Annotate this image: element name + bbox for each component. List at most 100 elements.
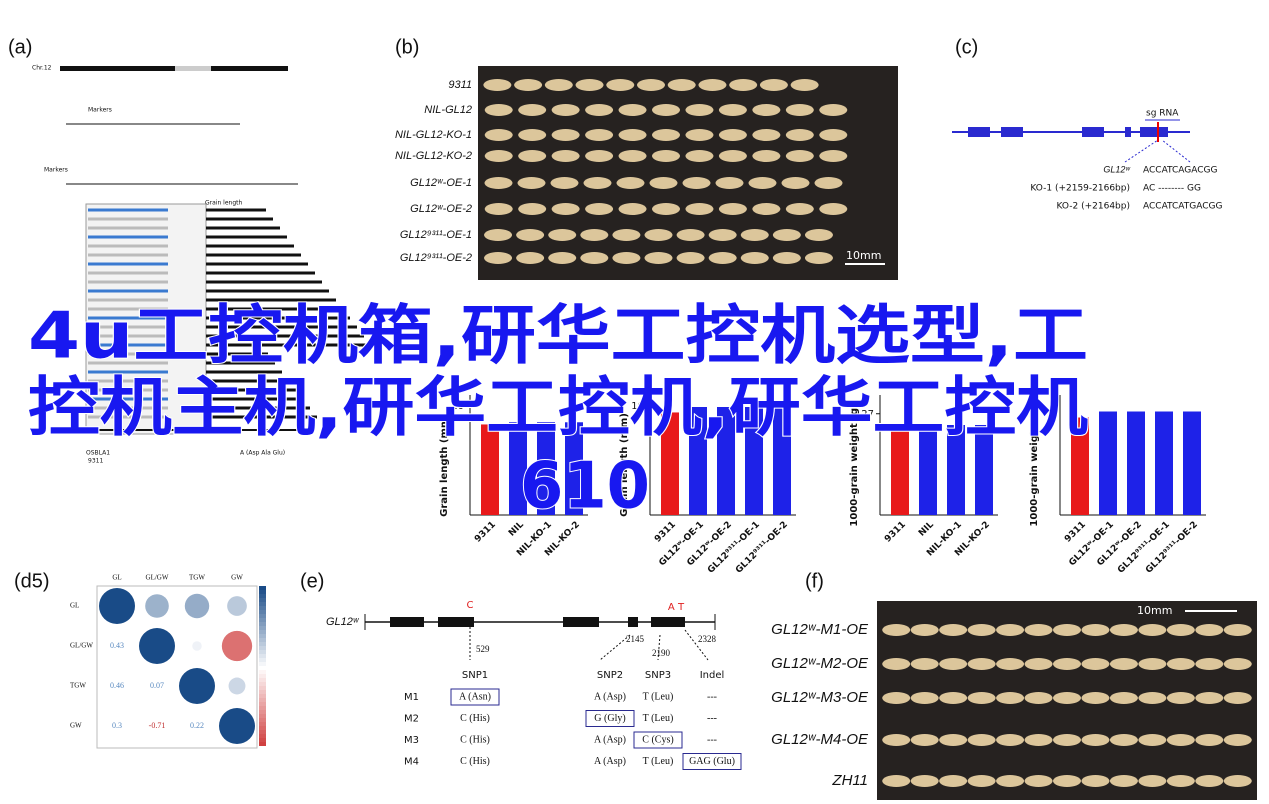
grain — [1024, 734, 1053, 746]
grain — [708, 229, 737, 241]
row-label: GL12ʷ-M3-OE — [771, 689, 869, 706]
grain — [718, 129, 747, 141]
grain — [550, 177, 579, 189]
grain — [1024, 692, 1053, 704]
grain — [1195, 692, 1224, 704]
grain — [685, 203, 714, 215]
grain — [1195, 775, 1224, 787]
col-label: GW — [231, 574, 243, 582]
bar — [509, 422, 527, 515]
grain — [548, 252, 577, 264]
panel-label: (c) — [955, 36, 978, 58]
colorbar — [259, 706, 266, 710]
grain — [548, 229, 577, 241]
sequence: AC -------- GG — [1143, 184, 1201, 194]
mutation: A T — [668, 602, 685, 613]
position: 2328 — [698, 634, 717, 644]
grain — [1166, 775, 1195, 787]
grain — [785, 150, 814, 162]
grain — [718, 203, 747, 215]
gene-model-e — [364, 614, 716, 630]
grain — [551, 129, 580, 141]
grain — [484, 252, 513, 264]
row-name: GL12ʷ — [1103, 164, 1131, 174]
colorbar — [259, 602, 266, 606]
colorbar — [259, 654, 266, 658]
y-axis-label: Grain length (mm) — [439, 413, 450, 517]
colorbar — [259, 682, 266, 686]
grain — [1081, 692, 1110, 704]
corr-circle — [228, 677, 246, 695]
grain — [752, 104, 781, 116]
row-label: GL12ʷ-M2-OE — [771, 655, 869, 672]
highlight-box — [682, 753, 742, 770]
grain — [1195, 624, 1224, 636]
grain — [551, 150, 580, 162]
grain — [1138, 734, 1167, 746]
grain — [585, 150, 614, 162]
overlay-title: 610 — [520, 450, 650, 524]
colorbar — [259, 614, 266, 618]
grain — [740, 252, 769, 264]
corr-circle — [99, 588, 135, 624]
colorbar — [259, 622, 266, 626]
grain — [996, 734, 1025, 746]
row-label: GL12⁹³¹¹-OE-2 — [400, 252, 472, 264]
cell: --- — [707, 691, 717, 702]
grain — [1166, 658, 1195, 670]
grain — [544, 79, 573, 91]
row-label: GL/GW — [70, 642, 93, 650]
colorbar — [259, 662, 266, 666]
grain — [483, 79, 512, 91]
y-axis-label: Grain length (mm) — [619, 413, 630, 517]
cell: A (Asp) — [594, 756, 626, 767]
grain — [644, 229, 673, 241]
grain — [939, 692, 968, 704]
panel-label: (d5) — [14, 570, 50, 592]
grain — [1053, 734, 1081, 746]
bar — [947, 425, 965, 515]
grain — [996, 692, 1025, 704]
cell: A (Asp) — [594, 734, 626, 745]
colorbar — [259, 742, 266, 746]
grain — [637, 79, 665, 91]
bar — [1183, 411, 1201, 515]
colorbar — [259, 642, 266, 646]
sequence: ACCATCAGACGG — [1143, 166, 1218, 176]
grain — [819, 104, 848, 116]
grain — [652, 129, 680, 141]
grain — [514, 79, 543, 91]
y-tick-label: 10 — [631, 401, 644, 412]
grain — [484, 203, 513, 215]
grain — [580, 252, 609, 264]
grain — [618, 129, 647, 141]
row-label: NIL-GL12-KO-2 — [395, 150, 472, 162]
grain — [1109, 692, 1138, 704]
colorbar — [259, 674, 266, 678]
grain — [715, 177, 744, 189]
cell: --- — [707, 713, 717, 724]
bar — [1099, 411, 1117, 515]
grain — [685, 104, 714, 116]
grain — [618, 104, 647, 116]
grain — [685, 129, 714, 141]
grain — [1223, 775, 1252, 787]
x-tick-label: NIL — [917, 520, 936, 539]
grain — [575, 79, 604, 91]
grain — [1024, 775, 1053, 787]
grain — [804, 252, 833, 264]
grain — [649, 177, 678, 189]
grain — [1109, 734, 1138, 746]
cell: T (Leu) — [643, 756, 674, 767]
grain — [676, 252, 705, 264]
bar — [1127, 411, 1145, 515]
allele-label: A (Asp Ala Glu) — [240, 450, 285, 457]
colorbar — [259, 678, 266, 682]
colorbar — [259, 694, 266, 698]
row-label: GW — [70, 722, 82, 730]
grain — [1195, 658, 1224, 670]
overlay-title: 4u工控机箱,研华工控机选型,工 — [28, 300, 1088, 374]
corr-circle — [184, 593, 210, 619]
grain — [748, 177, 777, 189]
